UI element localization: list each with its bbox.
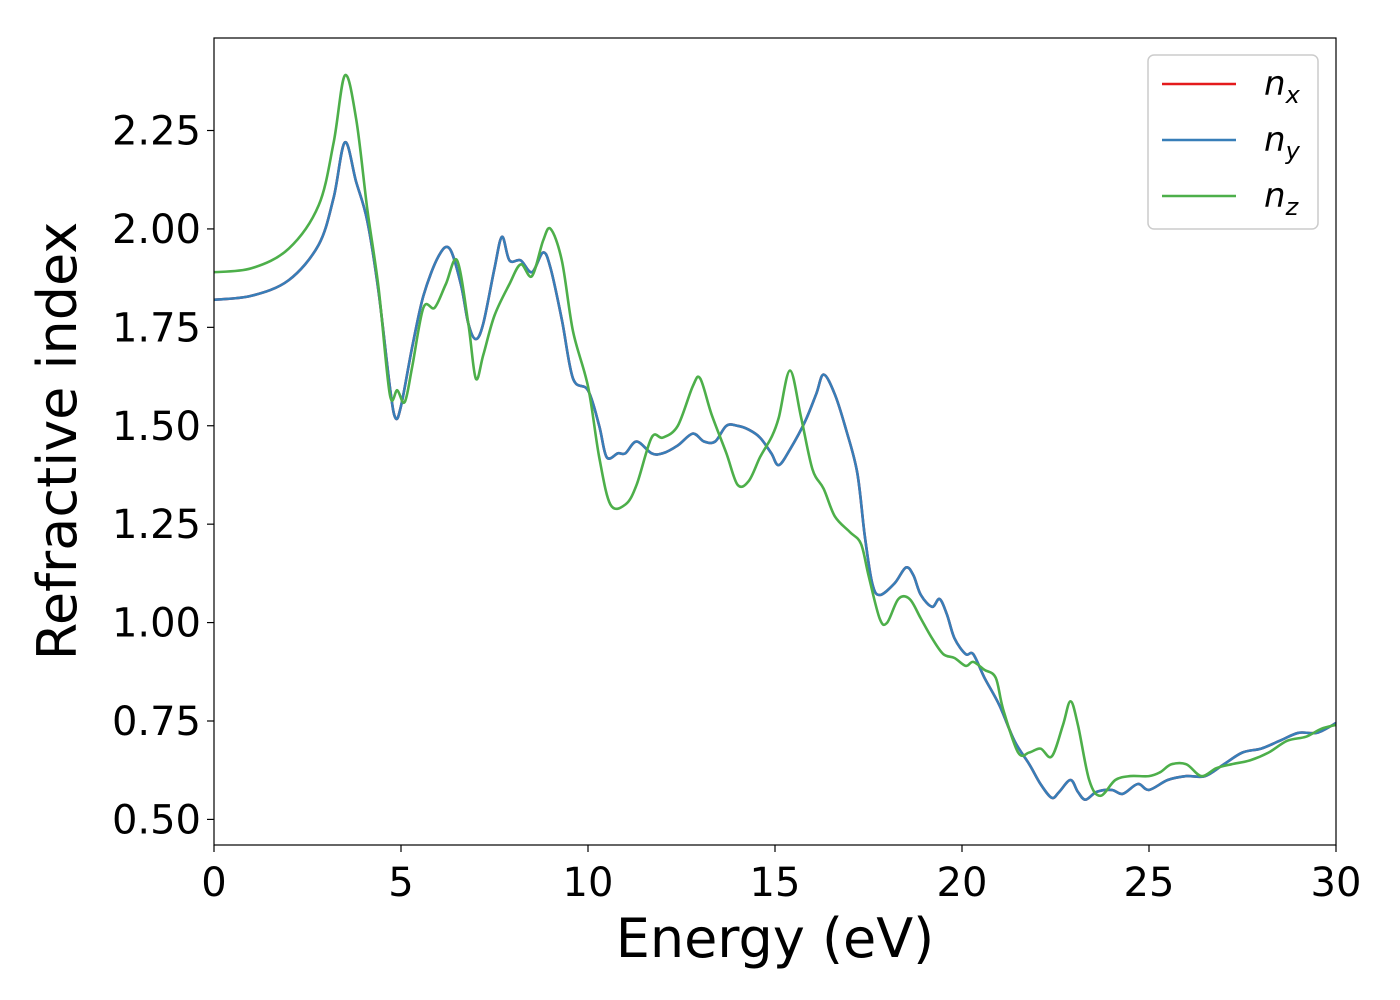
- series-line-n-x: [214, 140, 1336, 801]
- y-tick-label: 2.00: [112, 207, 201, 253]
- y-tick-label: 1.75: [112, 305, 201, 351]
- legend-items: nx ny nz: [1162, 64, 1301, 221]
- x-tick-label: 0: [201, 860, 226, 906]
- x-tick-label: 15: [750, 860, 801, 906]
- x-tick-label: 30: [1311, 860, 1362, 906]
- legend: nx ny nz: [1147, 54, 1319, 230]
- y-axis-ticks: 0.50 0.75 1.00 1.25 1.50 1.75 2.00 2.25: [112, 109, 214, 843]
- y-tick-label: 2.25: [112, 109, 201, 155]
- y-axis-title: Refractive index: [26, 222, 89, 661]
- y-tick-label: 0.50: [112, 797, 201, 843]
- x-tick-label: 5: [388, 860, 413, 906]
- series-line-n-y: [214, 140, 1336, 801]
- y-tick-label: 0.75: [112, 699, 201, 745]
- legend-box: [1147, 54, 1319, 230]
- x-tick-label: 20: [937, 860, 988, 906]
- x-axis-title: Energy (eV): [616, 907, 935, 970]
- y-tick-label: 1.25: [112, 502, 201, 548]
- legend-label-n-z: nz: [1264, 176, 1300, 221]
- legend-label-n-x: nx: [1264, 64, 1301, 109]
- y-tick-label: 1.50: [112, 404, 201, 450]
- legend-label-n-y: ny: [1264, 120, 1301, 165]
- y-tick-label: 1.00: [112, 601, 201, 647]
- x-axis-ticks: 0 5 10 15 20 25 30: [201, 845, 1361, 906]
- x-tick-label: 10: [563, 860, 614, 906]
- series-layer: [214, 73, 1336, 801]
- series-line-n-z: [214, 73, 1336, 798]
- x-tick-label: 25: [1124, 860, 1175, 906]
